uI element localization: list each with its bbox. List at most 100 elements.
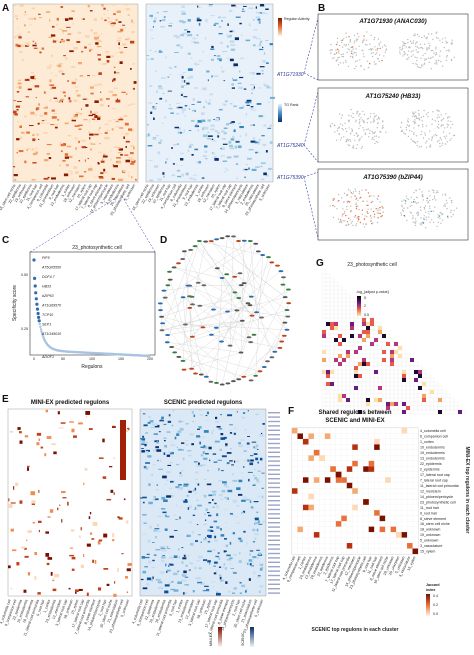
umap-point [421, 65, 423, 67]
grid-cell [319, 488, 325, 494]
tri-cell [397, 365, 403, 371]
tri-cell [345, 389, 351, 395]
umap-point [409, 40, 412, 42]
heatmap-cell [190, 563, 193, 564]
tri-cell-filled [358, 410, 362, 414]
umap-point [335, 59, 337, 62]
annotation-label: bZIP63 [42, 294, 54, 298]
heatmap-cell [86, 592, 89, 596]
tri-cell [341, 289, 347, 295]
umap-point [418, 112, 420, 115]
heatmap-cell [135, 178, 137, 181]
network-node [260, 254, 266, 256]
network-node [253, 374, 258, 377]
panel-label-e: E [2, 394, 9, 405]
umap-point [437, 214, 439, 216]
heatmap-cell [183, 129, 185, 132]
heatmap-cell [207, 419, 209, 421]
tri-cell [345, 293, 351, 299]
umap-point [421, 222, 423, 224]
umap-point [428, 61, 430, 63]
umap-point [357, 220, 359, 222]
tri-cell [353, 345, 359, 351]
umap-point [333, 57, 335, 59]
tri-cell [333, 397, 339, 403]
tri-cell [373, 385, 379, 391]
heatmap-cell [226, 156, 232, 159]
network-edge [189, 307, 202, 375]
heatmap-cell [83, 482, 85, 486]
cluster-label: 1_cortex [61, 183, 71, 197]
grid-cell [352, 438, 358, 445]
umap-point [361, 49, 363, 51]
tri-cell [393, 381, 399, 387]
umap-point [348, 49, 351, 51]
network-node [285, 315, 291, 318]
grid-cell [324, 531, 331, 538]
umap-point [414, 33, 416, 35]
grid-cell [385, 531, 391, 538]
heatmap-cell [229, 30, 233, 33]
panel-g-tick-1: 2 [364, 304, 366, 308]
heatmap-cell [32, 134, 35, 136]
tri-cell [325, 385, 331, 391]
tri-cell-filled [326, 370, 330, 374]
umap-point [339, 62, 342, 64]
grid-cell [324, 455, 331, 461]
heatmap-cell [117, 568, 119, 572]
heatmap-cell [239, 126, 244, 129]
umap-point [428, 205, 431, 207]
umap-point [428, 48, 430, 50]
panel-g-title: 23_photosynthetic cell [347, 262, 396, 268]
jaccard-cell [374, 444, 380, 450]
jaccard-cell [374, 438, 380, 445]
heatmap-cell [146, 55, 150, 57]
grid-cell [335, 433, 342, 440]
grid-cell [297, 471, 304, 478]
tri-cell [341, 301, 347, 307]
grid-cell [313, 460, 320, 467]
heatmap-cell [15, 482, 19, 487]
side-label-tick [268, 552, 280, 555]
heatmap-cell [94, 111, 98, 114]
umap-point [424, 58, 426, 60]
tri-cell [401, 353, 407, 359]
grid-cell [346, 455, 353, 461]
heatmap-cell [234, 37, 239, 41]
heatmap-cell [254, 468, 257, 471]
tri-cell [321, 397, 327, 403]
umap-point [365, 223, 367, 225]
heatmap-cell [75, 90, 79, 92]
tri-cell [417, 405, 423, 411]
tri-cell-filled [406, 406, 410, 410]
heatmap-cell [249, 563, 252, 566]
network-node [172, 351, 178, 354]
heatmap-cell [226, 554, 231, 557]
heatmap-cell [192, 37, 197, 40]
network-node [182, 250, 187, 253]
heatmap-cell [17, 44, 21, 48]
grid-cell [330, 455, 336, 461]
panel-c-points [32, 258, 151, 358]
umap-point [404, 202, 407, 205]
heatmap-cell [153, 117, 155, 120]
heatmap-cell [163, 175, 165, 178]
panel-a-activity-legend-title: Regulon Activity [284, 17, 310, 21]
umap-point [369, 132, 371, 134]
grid-cell [341, 444, 347, 451]
heatmap-cell [78, 124, 83, 126]
tri-cell [337, 365, 343, 371]
tri-cell-filled [346, 354, 350, 358]
grid-cell [324, 499, 331, 505]
umap-point [401, 206, 403, 208]
heatmap-cell [244, 562, 250, 564]
umap-point [377, 217, 380, 219]
umap-point [340, 221, 343, 224]
umap-point [432, 111, 434, 113]
heatmap-cell [149, 525, 152, 529]
tri-cell [449, 397, 455, 403]
heatmap-cell [30, 491, 36, 496]
tri-cell [433, 401, 439, 407]
panel-f-legend-title-2: index [426, 588, 435, 592]
heatmap-cell [211, 140, 217, 142]
